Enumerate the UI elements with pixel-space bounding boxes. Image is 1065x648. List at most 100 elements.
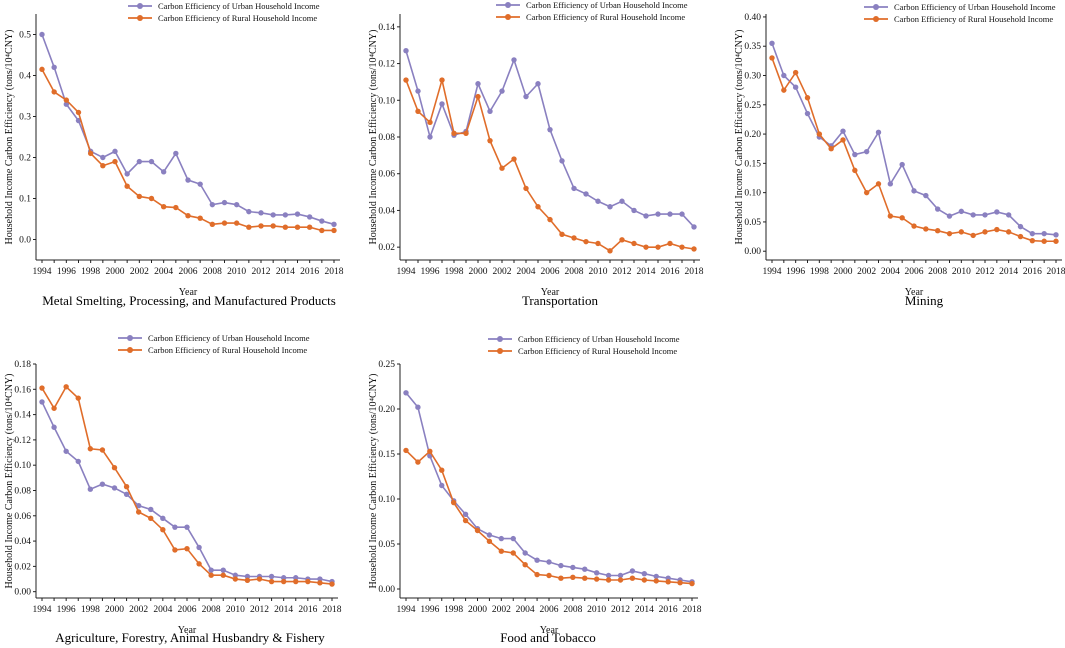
rural-point-2007 (558, 575, 564, 581)
rural-point-2004 (522, 562, 528, 568)
x-tick-label: 2012 (611, 605, 630, 615)
y-tick-label: 0.18 (14, 360, 31, 370)
urban-point-2005 (534, 557, 540, 563)
rural-point-2003 (510, 550, 516, 556)
rural-point-2010 (233, 220, 240, 226)
x-tick-label: 1998 (810, 267, 829, 277)
rural-point-2017 (1041, 238, 1047, 244)
y-tick-label: 0.04 (14, 537, 31, 547)
urban-point-2010 (232, 572, 239, 578)
rural-point-2009 (220, 572, 226, 578)
y-tick-label: 0.2 (19, 154, 31, 164)
x-tick-label: 2002 (129, 605, 148, 615)
rural-point-1996 (427, 119, 433, 126)
urban-point-2013 (270, 212, 276, 218)
rural-point-2018 (689, 580, 695, 587)
rural-point-2013 (270, 223, 276, 229)
urban-point-2014 (643, 213, 649, 219)
urban-point-1994 (403, 48, 409, 54)
rural-point-2014 (280, 578, 287, 585)
chart-panel-5: 0.00 0.05 0.10 0.15 0.20 0.25 1994 1996 1998 2000… (368, 334, 702, 645)
y-tick-label: 0.1 (19, 195, 31, 205)
x-axis-label: Year (540, 625, 559, 636)
urban-point-2001 (487, 108, 493, 114)
x-axis-label: Year (178, 625, 197, 636)
y-tick-label: 0.40 (744, 13, 761, 23)
rural-point-2002 (863, 189, 870, 196)
rural-point-2008 (208, 572, 214, 578)
urban-point-2015 (655, 211, 661, 217)
urban-point-2012 (619, 198, 625, 204)
rural-point-2013 (994, 226, 1000, 233)
y-tick-label: 0.10 (378, 96, 395, 106)
y-tick-label: 0.12 (378, 60, 395, 70)
rural-point-2001 (487, 137, 493, 144)
rural-point-1997 (75, 395, 81, 401)
x-tick-label: 2010 (226, 605, 245, 615)
rural-point-2003 (511, 156, 517, 162)
rural-point-2003 (148, 195, 155, 202)
x-tick-label: 2004 (516, 605, 535, 615)
rural-point-1998 (451, 130, 457, 137)
y-tick-label: 0.00 (14, 588, 31, 598)
rural-point-2007 (923, 226, 929, 232)
urban-point-2001 (123, 491, 130, 497)
x-axis-label: Year (541, 287, 560, 298)
urban-series-line (41, 34, 335, 226)
x-tick-label: 1998 (81, 267, 100, 277)
y-tick-label: 0.5 (19, 31, 31, 41)
urban-point-2006 (546, 559, 552, 565)
rural-point-2008 (571, 235, 577, 241)
urban-point-2006 (185, 177, 191, 183)
y-tick-label: 0.06 (378, 170, 395, 180)
urban-point-2015 (293, 575, 299, 581)
rural-point-2016 (1029, 237, 1036, 244)
urban-point-2009 (221, 199, 228, 206)
urban-point-1994 (39, 399, 45, 405)
rural-point-2001 (852, 167, 858, 174)
x-tick-label: 2010 (587, 605, 606, 615)
urban-point-1997 (439, 101, 445, 107)
urban-point-2017 (319, 218, 325, 224)
urban-point-2002 (499, 88, 505, 94)
x-tick-label: 2012 (252, 267, 271, 277)
urban-point-2012 (258, 210, 264, 216)
rural-point-2009 (221, 220, 228, 226)
rural-point-2001 (486, 538, 493, 544)
urban-point-2009 (582, 566, 588, 572)
chart-panel-3: 0.00 0.05 0.10 0.15 0.20 0.25 0.30 0.35 0.40 1994… (734, 2, 1065, 308)
rural-point-2005 (534, 571, 540, 578)
urban-point-1999 (99, 481, 106, 487)
rural-point-1994 (403, 77, 409, 83)
x-axis-label: Year (905, 287, 924, 298)
y-tick-label: 0.14 (14, 411, 31, 421)
urban-point-2014 (641, 571, 648, 577)
y-tick-label: 0.08 (14, 486, 31, 496)
legend-urban-label: Carbon Efficiency of Urban Household Inc… (158, 1, 320, 11)
urban-point-2013 (629, 568, 636, 574)
urban-point-2003 (511, 57, 517, 63)
rural-point-1994 (39, 66, 45, 73)
urban-point-2017 (679, 211, 685, 217)
x-tick-label: 2010 (589, 267, 608, 277)
y-tick-label: 0.05 (744, 218, 761, 228)
urban-point-2007 (196, 544, 202, 551)
rural-point-1997 (804, 95, 811, 101)
rural-point-2017 (677, 580, 683, 586)
rural-point-2011 (244, 577, 251, 583)
urban-point-2013 (268, 573, 275, 580)
rural-point-1995 (51, 89, 57, 95)
rural-point-2013 (268, 578, 275, 585)
rural-point-2012 (619, 237, 625, 243)
x-tick-label: 2008 (203, 267, 222, 277)
rural-point-2016 (306, 224, 313, 230)
urban-point-2000 (112, 148, 118, 155)
rural-point-2014 (641, 577, 648, 583)
urban-point-2016 (1029, 230, 1036, 237)
rural-point-2002 (498, 548, 505, 554)
urban-point-1994 (403, 390, 409, 396)
rural-point-2003 (148, 515, 154, 522)
urban-point-2008 (570, 564, 576, 571)
rural-point-2014 (1005, 229, 1012, 235)
x-tick-label: 2008 (202, 605, 221, 615)
